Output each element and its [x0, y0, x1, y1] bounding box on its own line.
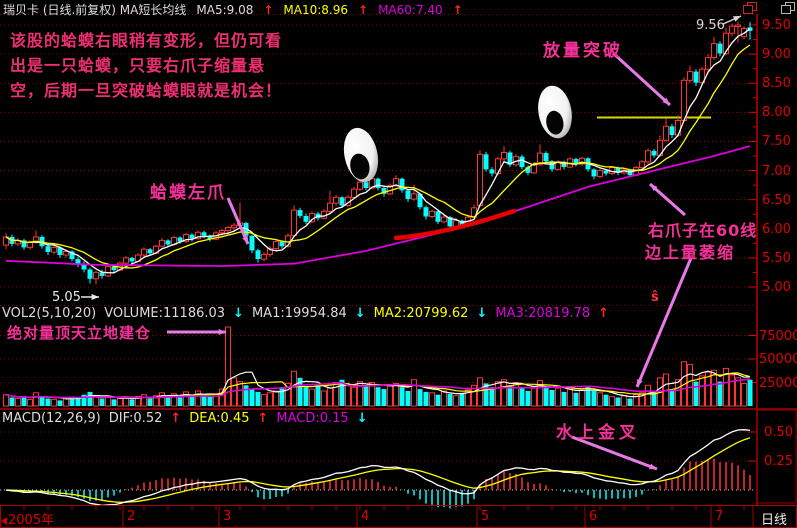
- up-arrow-icon: ↑: [598, 306, 610, 321]
- up-arrow-icon: ↑: [358, 3, 369, 17]
- macd-axis-label: 0.50: [764, 425, 793, 440]
- price-axis-label: 6.00: [762, 222, 791, 237]
- pane-restore-icon[interactable]: [743, 2, 759, 15]
- up-arrow-icon: ↑: [257, 411, 269, 426]
- price-axis-label: 5.00: [762, 280, 791, 295]
- macd-value: MACD:0.15: [276, 411, 349, 426]
- restore-square-icon: [743, 5, 753, 14]
- timeline-month-label: 3: [223, 509, 232, 524]
- price-axis-label: 7.00: [762, 164, 791, 179]
- timeline-month-label: 7: [715, 509, 724, 524]
- analysis-note-line: 该股的蛤蟆右眼稍有变形，但仍可看: [10, 31, 283, 50]
- down-arrow-icon: ↓: [476, 306, 488, 321]
- analysis-note: 该股的蛤蟆右眼稍有变形，但仍可看 出是一只蛤蟆，只要右爪子缩量悬 空，后期一旦突…: [10, 28, 282, 103]
- price-axis-label: 8.00: [762, 105, 791, 120]
- window-restore-icon[interactable]: [781, 2, 797, 15]
- right-claw-label-line2: 边上量萎缩: [645, 243, 736, 262]
- volume-header: VOL2(5,10,20) VOLUME:11186.03 ↓ MA1:19954.8…: [2, 306, 617, 321]
- down-arrow-icon: ↓: [356, 411, 368, 426]
- price-axis-label: 5.50: [762, 251, 791, 266]
- marked-low-label: 5.05: [52, 290, 81, 305]
- timeline-month-label: 2005年: [8, 513, 55, 528]
- ma10-value: MA10:8.96: [283, 3, 348, 17]
- up-arrow-icon: ↑: [263, 3, 274, 17]
- volume-axis-label: 25000: [759, 376, 797, 391]
- down-arrow-icon: ↓: [354, 306, 366, 321]
- right-claw-label-line1: 右爪子在60线: [648, 221, 758, 240]
- golden-cross-label: 水上金叉: [556, 423, 640, 443]
- main-header: 瑞贝卡 (日线.前复权) MA短长均线 MA5:9.08 ↑ MA10:8.96 ↑ MA…: [3, 1, 473, 18]
- volume-value: VOLUME:11186.03: [104, 306, 226, 321]
- analysis-note-line: 出是一只蛤蟆，只要右爪子缩量悬: [10, 56, 266, 75]
- down-arrow-icon: ↓: [233, 306, 244, 321]
- ma5-value: MA5:9.08: [196, 3, 254, 17]
- vol-ma3-value: MA3:20819.78: [495, 306, 591, 321]
- macd-header: MACD(12,26,9) DIF:0.52 ↑ DEA:0.45 ↑ MACD:0.15…: [2, 411, 376, 426]
- price-axis-label: 9.50: [762, 18, 791, 33]
- restore-square-icon: [781, 5, 791, 14]
- analysis-note-line: 空，后期一旦突破蛤蟆眼就是机会！: [10, 81, 283, 100]
- vol-ma1-value: MA1:19954.84: [251, 306, 347, 321]
- period-selector[interactable]: 日线: [760, 513, 787, 528]
- timeline-month-label: 4: [361, 509, 370, 524]
- vol-ma2-value: MA2:20799.62: [373, 306, 469, 321]
- up-arrow-icon: ↑: [170, 411, 182, 426]
- price-axis-label: 9.00: [762, 47, 791, 62]
- macd-axis-label: 0.25: [764, 454, 793, 469]
- volume-note-label: 绝对量顶天立地建仓: [7, 324, 152, 342]
- ma60-value: MA60:7.40: [378, 3, 443, 17]
- event-marker: ŝ: [651, 290, 659, 305]
- price-axis-label: 8.50: [762, 76, 791, 91]
- timeline-month-label: 5: [481, 509, 490, 524]
- timeline-month-label: 2: [127, 509, 136, 524]
- price-axis-label: 7.50: [762, 134, 791, 149]
- marked-high-label: 9.56: [696, 18, 725, 33]
- dea-value: DEA:0.45: [189, 411, 250, 426]
- up-arrow-icon: ↑: [452, 3, 463, 17]
- vol-indicator-label: VOL2(5,10,20): [2, 306, 97, 321]
- price-axis-label: 6.50: [762, 193, 791, 208]
- left-claw-label: 蛤蟆左爪: [150, 183, 226, 203]
- volume-axis-label: 75000: [759, 329, 797, 344]
- timeline-month-label: 6: [589, 509, 598, 524]
- dif-value: DIF:0.52: [108, 411, 163, 426]
- volume-axis-label: 50000: [759, 352, 797, 367]
- breakout-label: 放量突破: [543, 41, 623, 61]
- stock-title: 瑞贝卡 (日线.前复权) MA短长均线: [3, 3, 187, 17]
- macd-indicator-label: MACD(12,26,9): [2, 411, 101, 426]
